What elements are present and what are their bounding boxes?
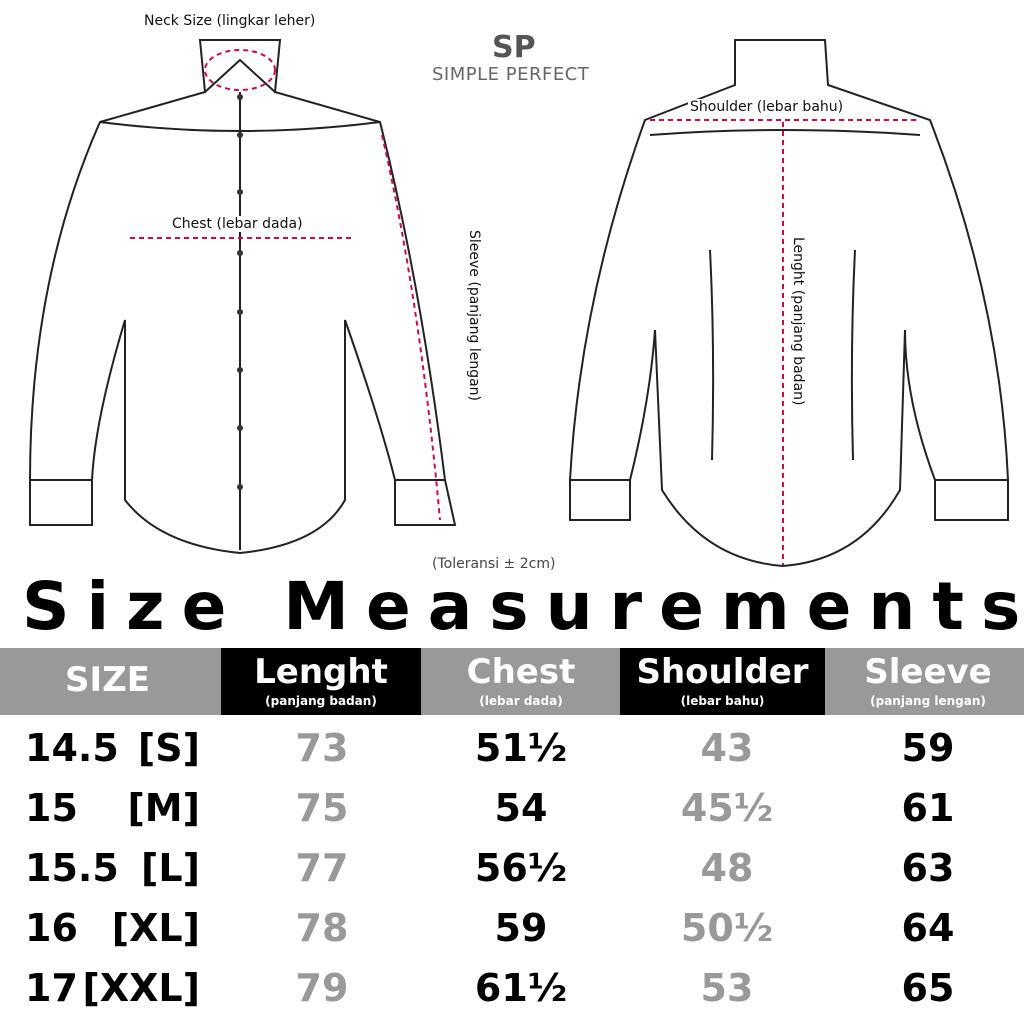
length-value: 78 [295, 906, 349, 950]
header-chest: Chest (lebar dada) [466, 652, 576, 708]
table-row: 15.5 [L] 77 56½ 48 63 [0, 840, 1024, 900]
size-number: 17 [25, 966, 78, 1010]
table-header: SIZE Lenght (panjang badan) Chest (lebar d… [0, 648, 1024, 715]
header-shoulder: Shoulder (lebar bahu) [620, 648, 825, 715]
chest-value: 51½ [474, 726, 568, 770]
sleeve-value: 63 [901, 846, 955, 890]
chest-value: 56½ [474, 846, 568, 890]
length-label: Lenght (panjang badan) [790, 235, 806, 408]
table-row: 14.5 [S] 73 51½ 43 59 [0, 720, 1024, 780]
shoulder-value: 53 [700, 966, 754, 1010]
shoulder-value: 50½ [680, 906, 774, 950]
back-shirt-outline [569, 39, 1009, 568]
measure-lines [130, 49, 920, 565]
header-sleeve: Sleeve (panjang lengan) [864, 652, 992, 708]
neck-label: Neck Size (lingkar leher) [142, 13, 318, 29]
sleeve-value: 65 [901, 966, 955, 1010]
chest-value: 59 [494, 906, 548, 950]
length-value: 75 [295, 786, 349, 830]
chest-label: Chest (lebar dada) [170, 216, 305, 232]
shoulder-value: 48 [700, 846, 754, 890]
table-row: 17 [XXL] 79 61½ 53 65 [0, 960, 1024, 1020]
size-number: 15 [25, 786, 78, 830]
length-value: 73 [295, 726, 349, 770]
chest-value: 54 [494, 786, 548, 830]
shoulder-value: 43 [700, 726, 754, 770]
sleeve-label: Sleeve (panjang lengan) [466, 228, 482, 404]
length-value: 77 [295, 846, 349, 890]
size-number: 16 [25, 906, 78, 950]
header-length: Lenght (panjang badan) [221, 648, 421, 715]
size-letter: [L] [141, 846, 200, 890]
table-row: 15 [M] 75 54 45½ 61 [0, 780, 1024, 840]
table-row: 16 [XL] 78 59 50½ 64 [0, 900, 1024, 960]
length-value: 79 [295, 966, 349, 1010]
size-letter: [M] [127, 786, 200, 830]
sleeve-value: 64 [901, 906, 955, 950]
front-shirt-outline [29, 39, 457, 555]
brand-name: SIMPLE PERFECT [432, 64, 590, 85]
sleeve-value: 59 [901, 726, 955, 770]
sleeve-value: 61 [901, 786, 955, 830]
page-title: Size Measurements [22, 568, 1024, 645]
size-number: 15.5 [25, 846, 119, 890]
size-letter: [S] [137, 726, 200, 770]
shoulder-label: Shoulder (lebar bahu) [688, 99, 846, 115]
tolerance-note: (Toleransi ± 2cm) [430, 556, 558, 572]
chest-value: 61½ [474, 966, 568, 1010]
size-letter: [XXL] [82, 966, 200, 1010]
shirt-diagram [29, 39, 1009, 568]
front-buttons [237, 94, 243, 490]
shoulder-value: 45½ [680, 786, 774, 830]
size-letter: [XL] [111, 906, 200, 950]
size-number: 14.5 [25, 726, 119, 770]
brand-logo: SP [492, 30, 536, 65]
header-size: SIZE [64, 660, 151, 700]
